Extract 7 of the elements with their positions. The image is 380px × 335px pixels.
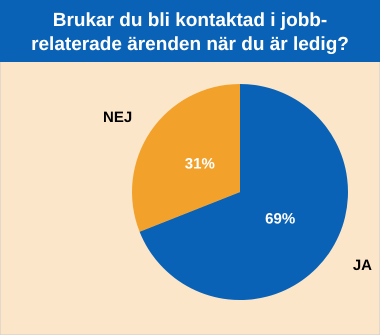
slice-label: NEJ	[103, 108, 132, 126]
pie-slice	[132, 84, 240, 232]
data-label: 31%	[184, 156, 215, 173]
pie-slice	[140, 84, 348, 300]
slice-label: JA	[352, 257, 372, 274]
data-label: 69%	[265, 210, 296, 228]
chart-title: Brukar du bli kontaktad i jobb-relaterade ärenden när du är ledig?	[31, 10, 349, 55]
